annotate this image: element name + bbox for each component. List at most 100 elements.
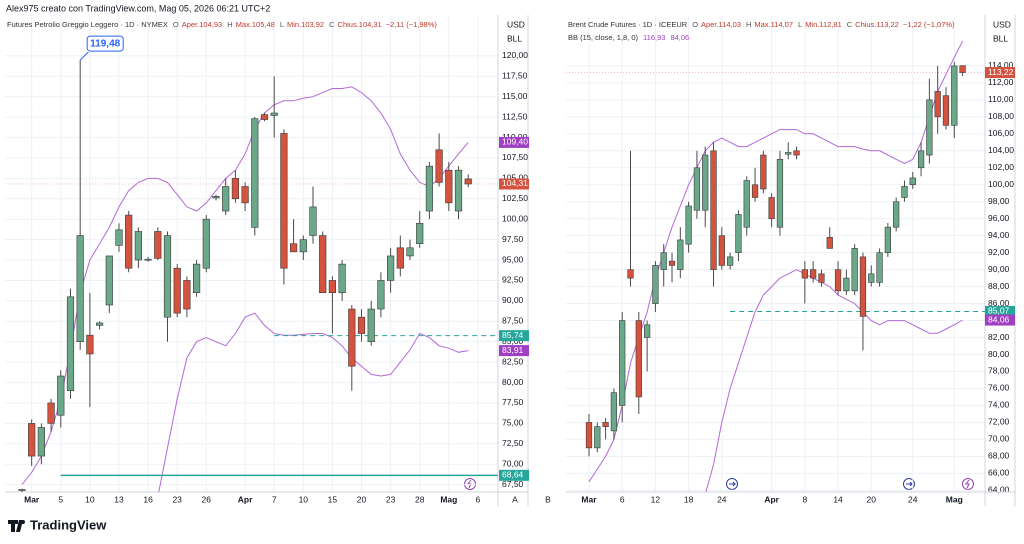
header: Alex975 creato con TradingView.com, Mag … <box>6 3 270 13</box>
legend-value: Min.103,92 <box>287 20 324 29</box>
y-tick-label: 82,00 <box>988 332 1010 342</box>
x-tick-label: 10 <box>85 494 95 504</box>
x-tick-label: 10 <box>299 494 309 504</box>
legend-name: Futures Petrolio Greggio Leggero · 1D · … <box>7 20 168 29</box>
x-tick-label: 28 <box>415 494 425 504</box>
legend-key: L <box>280 20 284 29</box>
indicator-legend: BB (15, close, 1,8, 0) 116,93 84,06 <box>568 33 689 42</box>
legend-value: Max.114,07 <box>754 20 793 29</box>
candle-body <box>367 308 375 343</box>
y-tick-label: 112,50 <box>502 111 528 121</box>
x-tick-label: 15 <box>328 494 338 504</box>
candle-body <box>602 422 609 427</box>
candle-body <box>735 214 742 253</box>
candle-body <box>173 267 181 314</box>
band-line <box>705 269 963 492</box>
y-tick-label: 72,50 <box>502 438 524 448</box>
scale-button: B <box>545 494 551 504</box>
price-marker-label: 68,64 <box>502 470 524 480</box>
band-line <box>588 40 964 483</box>
y-tick-label: 87,50 <box>502 316 524 326</box>
price-marker-label: 83,91 <box>502 345 524 355</box>
candle-body <box>851 248 858 292</box>
candle-body <box>251 118 259 228</box>
candle-body <box>776 158 784 228</box>
y-tick-label: 120,00 <box>502 50 528 60</box>
price-marker-label: 109,40 <box>502 137 528 147</box>
unit-label: USD <box>993 19 1011 29</box>
x-tick-label: 26 <box>202 494 212 504</box>
y-tick-label: 80,00 <box>502 377 524 387</box>
candle-body <box>425 165 434 212</box>
x-tick-label: 5 <box>58 494 63 504</box>
candle-body <box>934 91 941 118</box>
price-marker-label: 84,06 <box>988 314 1010 324</box>
scale-button: A <box>512 494 518 504</box>
x-tick-label: 23 <box>386 494 396 504</box>
legend-key: O <box>173 20 179 29</box>
y-tick-label: 102,50 <box>502 193 528 203</box>
candle-body <box>826 237 833 249</box>
tv-logo: TradingView <box>8 517 107 532</box>
x-tick-label: 6 <box>476 494 481 504</box>
plot <box>566 40 985 492</box>
band-line <box>21 86 469 485</box>
candle-body <box>702 154 709 211</box>
candle-body <box>47 402 55 424</box>
legend-key: H <box>227 20 232 29</box>
candle-body <box>377 280 385 310</box>
price-marker <box>499 178 529 190</box>
y-tick-label: 68,00 <box>988 451 1010 461</box>
candle-body <box>319 235 327 294</box>
legend-name: Brent Crude Futures · 1D · ICEEUR <box>568 20 688 29</box>
footer-brand: TradingView <box>30 517 107 532</box>
candle-body <box>66 296 75 392</box>
y-tick-label: 112,00 <box>988 77 1014 87</box>
y-tick-label: 64,00 <box>988 485 1010 495</box>
candle-body <box>727 256 734 266</box>
chart-panel: 64,00 66,00 68,00 70,00 72,00 74,00 76,00 78,00… <box>566 15 1016 506</box>
candle-body <box>212 196 220 199</box>
candle-body <box>163 235 172 318</box>
y-tick-label: 107,50 <box>502 152 528 162</box>
y-tick-label: 92,00 <box>988 247 1010 257</box>
candle-body <box>348 308 356 367</box>
legend-key: C <box>329 20 335 29</box>
candle-body <box>619 320 626 406</box>
candle-body <box>338 263 346 294</box>
candle-body <box>241 186 249 204</box>
x-tick-label: Mar <box>581 494 597 504</box>
y-tick-label: 94,00 <box>988 230 1010 240</box>
x-tick-label: 20 <box>357 494 367 504</box>
candle-body <box>843 277 850 292</box>
candle-body <box>868 273 875 283</box>
price-marker <box>499 469 529 481</box>
candle-body <box>406 247 414 257</box>
y-tick-label: 110,00 <box>988 94 1014 104</box>
candle-body <box>677 239 684 270</box>
y-tick-label: 76,00 <box>988 383 1010 393</box>
candle-body <box>876 252 883 283</box>
candle-body <box>309 206 317 236</box>
y-tick-label: 75,00 <box>502 418 524 428</box>
candle-body <box>357 316 366 334</box>
y-tick-label: 70,00 <box>502 458 524 468</box>
legend-value: Max.105,48 <box>236 20 275 29</box>
candle-body <box>743 180 750 228</box>
candle-body <box>270 112 278 116</box>
candle-body <box>290 243 298 253</box>
candle-body <box>693 167 701 211</box>
legend-value: Aper.114,03 <box>701 20 741 29</box>
candle-body <box>95 322 104 326</box>
callout-leader <box>79 51 89 61</box>
candle-body <box>183 280 191 310</box>
unit-label: BLL <box>507 33 522 43</box>
candle-body <box>435 149 443 183</box>
candle-body <box>909 177 916 186</box>
price-marker-label: 104,31 <box>502 178 528 188</box>
price-marker <box>985 314 1015 326</box>
y-tick-label: 100,00 <box>502 213 528 223</box>
candle-body <box>901 186 908 198</box>
candle-body <box>810 269 817 279</box>
